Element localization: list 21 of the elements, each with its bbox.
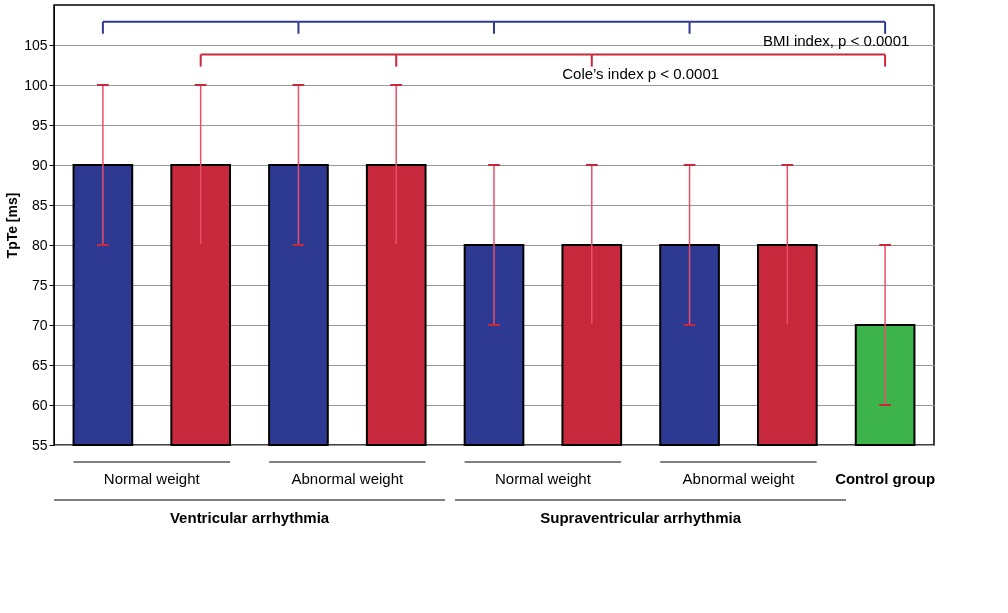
y-tick-label: 60 <box>31 396 48 413</box>
y-tick-label: 55 <box>31 436 48 453</box>
x-tick-label: Control group <box>835 470 936 487</box>
y-tick-label: 90 <box>31 156 48 173</box>
text: Ventricular arrhythmia <box>169 509 330 526</box>
x-tick-label: Normal weight <box>103 470 201 487</box>
y-tick-label: 95 <box>31 116 48 133</box>
annotation: BMI index, p < 0.0001 <box>763 32 910 49</box>
x-tick-label: Abnormal weight <box>291 470 405 487</box>
y-tick-label: 100 <box>24 76 48 93</box>
y-tick-label: 75 <box>31 276 48 293</box>
y-tick-label: 65 <box>31 356 48 373</box>
y-tick-label: 70 <box>31 316 48 333</box>
annotation: Cole’s index p < 0.0001 <box>562 64 720 82</box>
y-tick-label: 105 <box>24 36 48 53</box>
x-tick-label: Normal weight <box>494 470 592 487</box>
y-tick-label: 80 <box>31 236 48 253</box>
text: Supraventricular arrhythmia <box>540 509 742 526</box>
y-tick-label: 85 <box>31 196 48 213</box>
x-tick-label: Abnormal weight <box>682 470 796 487</box>
y-axis-title: TpTe [ms] <box>4 192 21 259</box>
